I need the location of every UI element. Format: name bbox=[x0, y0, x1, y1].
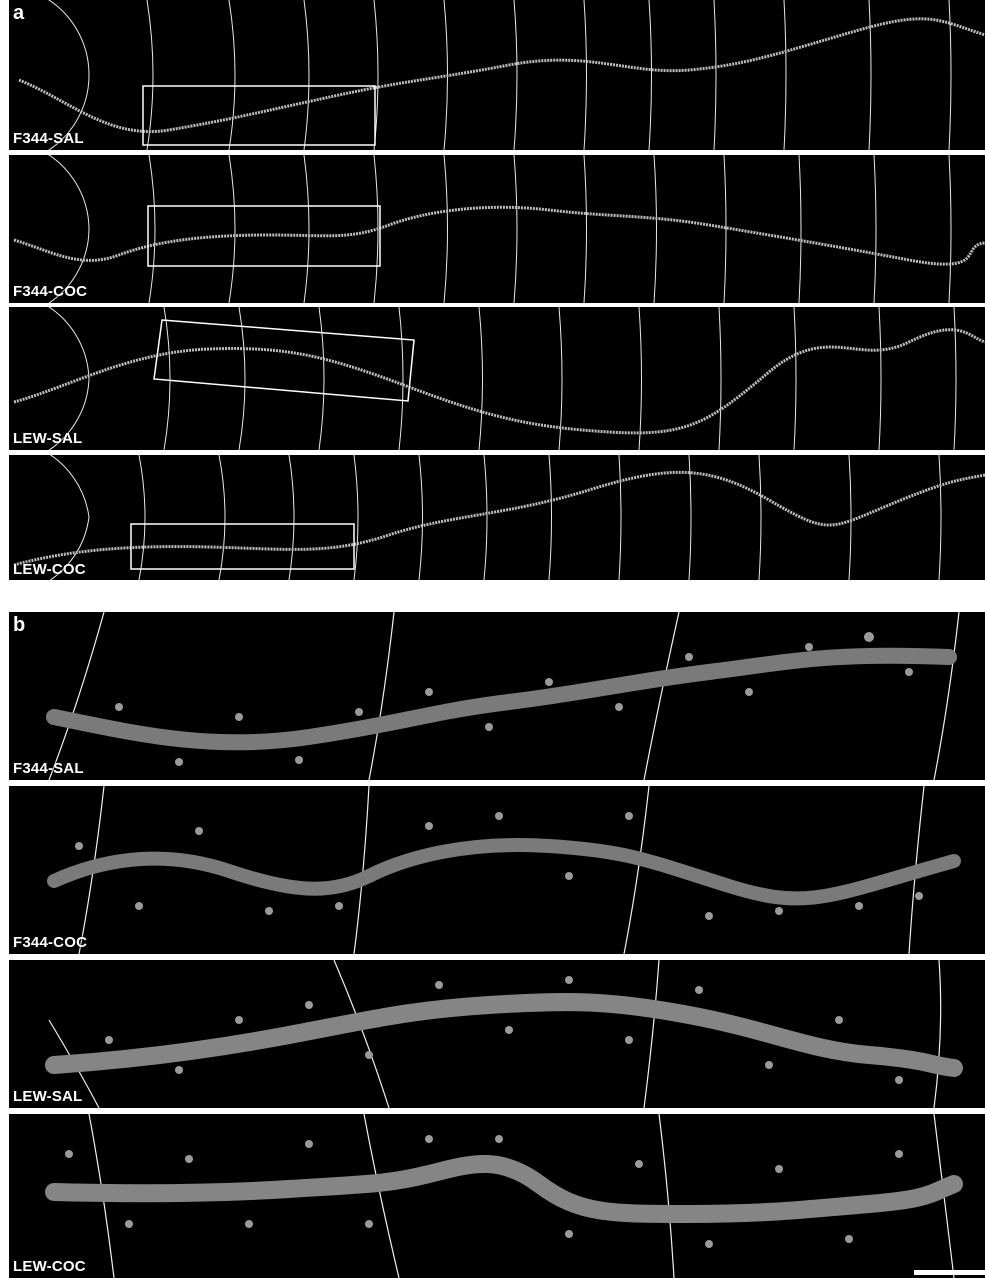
panel-b-f344-sal: b F344-SAL bbox=[9, 612, 985, 780]
region-box bbox=[130, 523, 355, 570]
panel-label: LEW-COC bbox=[13, 1258, 86, 1275]
panel-b-lew-coc: LEW-COC bbox=[9, 1114, 985, 1278]
panel-label: LEW-COC bbox=[13, 561, 86, 578]
dendrite-trace-image bbox=[18, 0, 985, 150]
panel-b-f344-coc: F344-COC bbox=[9, 786, 985, 954]
dendrite-zoom-image bbox=[47, 786, 961, 954]
dendrite-trace-image bbox=[13, 155, 985, 303]
panel-label: LEW-SAL bbox=[13, 1088, 83, 1105]
panel-label: F344-COC bbox=[13, 934, 88, 951]
scale-bar bbox=[914, 1270, 985, 1275]
dendrite-zoom-image bbox=[45, 1114, 963, 1278]
dendrite-zoom-image bbox=[46, 612, 960, 780]
section-a-letter: a bbox=[13, 2, 25, 24]
panel-a-lew-sal: LEW-SAL bbox=[9, 307, 985, 450]
dendrite-zoom-image bbox=[45, 960, 963, 1108]
panel-label: F344-SAL bbox=[13, 130, 84, 147]
panel-a-f344-sal: a F344-SAL bbox=[9, 0, 985, 150]
panel-label: LEW-SAL bbox=[13, 430, 83, 447]
region-box bbox=[153, 319, 415, 402]
panel-label: F344-SAL bbox=[13, 760, 84, 777]
region-box bbox=[147, 205, 381, 267]
panel-label: F344-COC bbox=[13, 283, 88, 300]
dendrite-trace-image bbox=[13, 455, 985, 580]
panel-b-lew-sal: LEW-SAL bbox=[9, 960, 985, 1108]
panel-a-lew-coc: LEW-COC bbox=[9, 455, 985, 580]
section-b-letter: b bbox=[13, 614, 26, 636]
dendrite-trace-image bbox=[13, 307, 985, 450]
region-box bbox=[142, 85, 376, 146]
panel-a-f344-coc: F344-COC bbox=[9, 155, 985, 303]
